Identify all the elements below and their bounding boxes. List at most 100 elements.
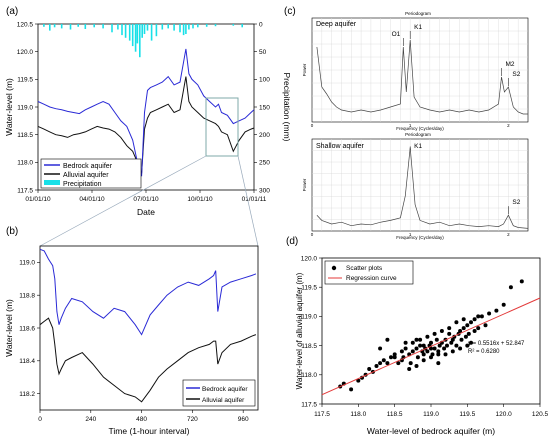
- chart-a-y2-tick-label: 200: [259, 132, 270, 139]
- chart-d-point: [465, 323, 470, 328]
- chart-d-point: [436, 361, 441, 366]
- cs-x-tick-label: 2: [507, 232, 510, 237]
- zoom-connector-left: [39, 155, 207, 247]
- chart-a-precipitation-bar: [60, 24, 63, 29]
- chart-d-point: [418, 343, 423, 348]
- annotation-label-m2: M2: [505, 61, 514, 68]
- chart-d-x-tick-label: 119.0: [423, 411, 439, 418]
- chart-c-shallow-x-ticks: 0 1 2: [311, 232, 510, 237]
- annotation-label-s2: S2: [512, 199, 520, 206]
- chart-c-deep-annotations: O1 K1 M2 S2: [392, 24, 521, 86]
- chart-d-point: [472, 329, 477, 333]
- chart-c-shallow-grid: [312, 139, 528, 231]
- cd-periodogram-line: [316, 39, 528, 115]
- chart-a-precipitation-bar: [49, 24, 51, 31]
- chart-a-precipitation-bar: [232, 24, 235, 26]
- chart-b-legend-label-bedrock: Bedrock aquifer: [202, 386, 248, 393]
- chart-d-x-tick-label: 117.5: [314, 411, 330, 418]
- chart-d-point: [437, 343, 442, 348]
- chart-a-precipitation-bar: [205, 24, 208, 27]
- chart-d-point: [461, 317, 466, 322]
- chart-d-point: [408, 361, 413, 366]
- chart-d-point: [425, 349, 430, 354]
- chart-a-y-tick-label: 118.5: [17, 132, 33, 139]
- chart-a-y2-tick-label: 300: [259, 187, 270, 194]
- chart-c-shallow: Periodogram 0 1 2 K1 S2 Shallow aquifer Fre…: [302, 132, 529, 240]
- chart-d-point: [450, 337, 455, 342]
- chart-a-y-tick-label: 117.5: [17, 187, 33, 194]
- chart-a-precipitation-bar: [134, 24, 137, 52]
- chart-a-x-tick-label: 01/01/10: [25, 196, 51, 203]
- chart-d-point: [367, 367, 372, 371]
- chart-d-point: [392, 352, 397, 357]
- chart-a-zoom-box: [205, 97, 239, 157]
- chart-d-point: [442, 346, 447, 351]
- chart-b-x-tick-label: 960: [238, 416, 249, 423]
- chart-a-precipitation-bar: [136, 24, 139, 44]
- cd-x-tick-label: 2: [507, 123, 510, 128]
- chart-c-deep-grid: [312, 18, 528, 122]
- chart-d-point: [392, 355, 397, 360]
- chart-d-point: [378, 361, 383, 366]
- chart-a-legend-label-precipitation: Precipitation: [63, 181, 102, 188]
- chart-a-precipitation-bar: [173, 24, 175, 31]
- chart-a-y-axis-label: Water-level (m): [4, 78, 14, 136]
- chart-c-deep-x-axis-label: Frequency (Cycles/day): [396, 126, 444, 131]
- chart-d-point: [447, 331, 452, 336]
- chart-c-shallow-line: [316, 147, 529, 229]
- chart-a-y2-tick-label: 50: [259, 49, 267, 56]
- chart-b-legend-frame: [182, 379, 256, 407]
- chart-a-legend-swatch-precipitation: [44, 180, 60, 185]
- chart-a-precipitation-bar: [102, 24, 104, 29]
- chart-b-legend: Bedrock aquifer Alluvial aquifer: [182, 379, 256, 407]
- chart-a-precipitation-bar: [53, 24, 56, 28]
- cs-x-tick-label: 0: [311, 232, 314, 237]
- chart-d-legend-frame: [324, 260, 414, 285]
- chart-a-y-ticks: 117.5 118.0 118.5 119.0 119.5 120.0 120.5: [17, 21, 38, 194]
- chart-d-legend-swatch-scatter: [331, 265, 337, 271]
- chart-d-point: [385, 337, 390, 342]
- chart-d-point: [385, 361, 390, 366]
- chart-a-precipitation-bar: [121, 24, 123, 36]
- chart-a-y2-axis-label: Precipitation (mm): [282, 73, 292, 142]
- chart-a-lines: [37, 48, 255, 177]
- chart-a-y2-ticks: 0 50 100 150 200 250 300: [254, 21, 270, 194]
- chart-b-x-tick-label: 480: [136, 416, 147, 423]
- chart-d-y-tick-label: 118.0: [301, 372, 317, 379]
- chart-d-point: [476, 326, 481, 331]
- chart-d-point: [443, 352, 448, 357]
- chart-d-y-axis-label: Water-level of alluvial aquifer (m): [295, 272, 304, 389]
- chart-b-y-axis-label: Water-level (m): [4, 299, 14, 357]
- chart-a-precipitation-bar: [43, 24, 45, 27]
- chart-d-point: [454, 343, 459, 348]
- chart-d-point: [410, 340, 415, 345]
- chart-a-x-axis-label: Date: [137, 207, 155, 217]
- chart-d-point: [501, 302, 506, 307]
- chart-c-deep-title: Periodogram: [405, 11, 431, 16]
- chart-a-precipitation-bar: [93, 24, 95, 28]
- chart-d-point: [410, 349, 415, 354]
- chart-b-x-tick-label: 240: [85, 416, 96, 423]
- chart-b-y-tick-label: 118.4: [19, 358, 35, 365]
- chart-d-y-tick-label: 117.5: [301, 401, 317, 408]
- chart-d-y-tick-label: 120.0: [301, 255, 318, 262]
- chart-a-x-tick-label: 10/01/10: [187, 196, 213, 203]
- chart-d-point: [434, 337, 439, 342]
- chart-a-y-tick-label: 120.5: [17, 21, 34, 28]
- chart-d-point: [483, 323, 488, 328]
- chart-a-precipitation-bar: [146, 24, 149, 31]
- chart-a-precipitation-bars: [43, 24, 243, 58]
- chart-d-legend-label-regression: Regression curve: [346, 275, 397, 282]
- chart-a-y2-tick-label: 0: [259, 21, 263, 28]
- panel-label-a: (a): [6, 6, 18, 17]
- panel-label-b: (b): [6, 226, 18, 237]
- chart-d-point: [429, 340, 433, 345]
- chart-a-y2-tick-label: 100: [259, 77, 270, 84]
- chart-a-precipitation-bar: [84, 24, 87, 29]
- chart-a-x-tick-label: 07/01/10: [133, 196, 159, 203]
- cs-periodogram-line: [316, 147, 529, 229]
- chart-d-point: [494, 308, 499, 313]
- chart-d: 117.5 118.0 118.5 119.0 119.5 120.0 120.5 117.…: [295, 255, 549, 436]
- chart-b-x-axis-label: Time (1-hour interval): [109, 426, 190, 436]
- chart-a-legend: Bedrock aquifer Alluvial aquifer Precipi…: [40, 158, 142, 189]
